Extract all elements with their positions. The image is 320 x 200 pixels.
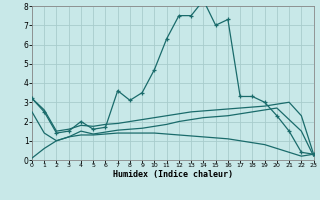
X-axis label: Humidex (Indice chaleur): Humidex (Indice chaleur) (113, 170, 233, 179)
